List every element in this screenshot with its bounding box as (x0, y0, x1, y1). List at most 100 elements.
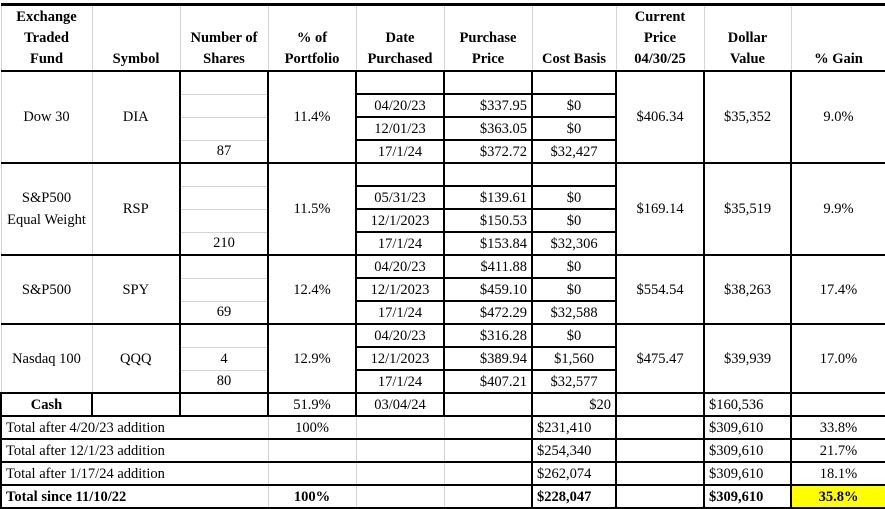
empty-cell (443, 392, 533, 417)
empty-cell (91, 392, 181, 417)
total-value: $309,610 (703, 484, 792, 509)
cash-row: Cash 51.9% 03/04/24 $20 $160,536 (0, 392, 885, 417)
total-row: Total after 1/17/24 addition $262,074 $309… (0, 461, 885, 486)
cost-basis: $1,560 (531, 346, 617, 371)
table-row: 12/1/2023 $150.53 $0 (1, 208, 885, 233)
pct-gain: 9.9% (790, 162, 885, 256)
table-row: 12/01/23 $363.05 $0 (1, 116, 885, 141)
shares-cell: 87 (179, 139, 269, 164)
fund-name: Dow 30 (0, 70, 93, 164)
shares-cell (179, 254, 269, 279)
pct-gain: 17.4% (790, 254, 885, 325)
cost-basis: $32,577 (531, 369, 617, 394)
cost-basis: $0 (531, 185, 617, 210)
header-pct-gain: % Gain (790, 3, 885, 72)
total-label: Total after 12/1/23 addition (0, 438, 269, 463)
purchase-date: 04/20/23 (355, 254, 445, 279)
shares-cell (179, 70, 269, 95)
empty-cell (355, 461, 445, 486)
shares-cell (179, 185, 269, 210)
cash-date: 03/04/24 (355, 392, 445, 417)
purchase-price: $363.05 (443, 116, 533, 141)
empty-cell (179, 392, 269, 417)
cost-basis: $0 (531, 323, 617, 348)
fund-name: S&P500 (0, 254, 93, 325)
purchase-date: 17/1/24 (355, 231, 445, 256)
fund-name: Nasdaq 100 (0, 323, 93, 394)
purchase-price (443, 162, 533, 187)
shares-cell (179, 162, 269, 187)
total-gain: 35.8% (790, 484, 885, 509)
header-shares: Number of Shares (179, 3, 269, 72)
empty-cell (790, 392, 885, 417)
cost-basis: $0 (531, 277, 617, 302)
purchase-price: $150.53 (443, 208, 533, 233)
empty-cell (443, 438, 533, 463)
shares-cell: 4 (179, 346, 269, 371)
shares-cell (179, 93, 269, 118)
pct-gain: 9.0% (790, 70, 885, 164)
shares-cell: 210 (179, 231, 269, 256)
shares-cell (179, 277, 269, 302)
shares-cell: 69 (179, 300, 269, 325)
table-row: 05/31/23 $139.61 $0 (1, 185, 885, 210)
cash-cost: $20 (531, 392, 617, 417)
empty-cell (355, 415, 445, 440)
empty-cell (355, 438, 445, 463)
header-date-purchased: Date Purchased (355, 3, 445, 72)
pct-gain: 17.0% (790, 323, 885, 394)
total-value: $309,610 (703, 461, 792, 486)
fund-name: S&P500 Equal Weight (0, 162, 93, 256)
purchase-date: 04/20/23 (355, 323, 445, 348)
purchase-date (355, 70, 445, 95)
table-row: 210 17/1/24 $153.84 $32,306 (1, 231, 885, 256)
table-row: S&P500 SPY 12.4% 04/20/23 $411.88 $0 $554.54 $3… (0, 254, 885, 325)
purchase-price: $139.61 (443, 185, 533, 210)
header-symbol: Symbol (91, 3, 181, 72)
total-cost: $228,047 (531, 484, 617, 509)
cost-basis: $0 (531, 116, 617, 141)
total-label: Total after 1/17/24 addition (0, 461, 269, 486)
cash-label: Cash (0, 392, 93, 417)
purchase-price: $459.10 (443, 277, 533, 302)
total-cost: $254,340 (531, 438, 617, 463)
purchase-date: 12/1/2023 (355, 346, 445, 371)
total-gain: 33.8% (790, 415, 885, 440)
shares-cell (179, 208, 269, 233)
shares-cell: 80 (179, 369, 269, 394)
purchase-price: $411.88 (443, 254, 533, 279)
current-price: $475.47 (615, 323, 705, 394)
total-cost: $262,074 (531, 461, 617, 486)
purchase-price: $337.95 (443, 93, 533, 118)
total-label: Total after 4/20/23 addition (0, 415, 269, 440)
table-row: 4 12/1/2023 $389.94 $1,560 (1, 346, 885, 371)
header-current-price: Current Price 04/30/25 (615, 3, 705, 72)
purchase-price: $372.72 (443, 139, 533, 164)
total-gain: 21.7% (790, 438, 885, 463)
cost-basis: $0 (531, 93, 617, 118)
purchase-date: 12/01/23 (355, 116, 445, 141)
purchase-date (355, 162, 445, 187)
total-value: $309,610 (703, 415, 792, 440)
table-row: 69 17/1/24 $472.29 $32,588 (1, 300, 885, 325)
header-cost-basis: Cost Basis (531, 3, 617, 72)
empty-cell (443, 461, 533, 486)
empty-cell (615, 438, 705, 463)
table-row: Nasdaq 100 QQQ 12.9% 04/20/23 $316.28 $0 $475.… (0, 323, 885, 394)
table-row: S&P500 Equal Weight RSP 11.5% $169.14 $35,51… (0, 162, 885, 256)
purchase-date: 17/1/24 (355, 139, 445, 164)
dollar-value: $35,352 (703, 70, 792, 164)
fund-symbol: SPY (91, 254, 181, 325)
shares-cell (179, 323, 269, 348)
purchase-price: $407.21 (443, 369, 533, 394)
purchase-date: 17/1/24 (355, 300, 445, 325)
cash-pct: 51.9% (267, 392, 357, 417)
total-row: Total after 12/1/23 addition $254,340 $309… (0, 438, 885, 463)
table-row: 12/1/2023 $459.10 $0 (1, 277, 885, 302)
cost-basis (531, 162, 617, 187)
empty-cell (615, 461, 705, 486)
purchase-price: $153.84 (443, 231, 533, 256)
empty-cell (615, 484, 705, 509)
cost-basis: $32,427 (531, 139, 617, 164)
header-row: Exchange Traded Fund Symbol Number of Shar… (0, 3, 885, 72)
